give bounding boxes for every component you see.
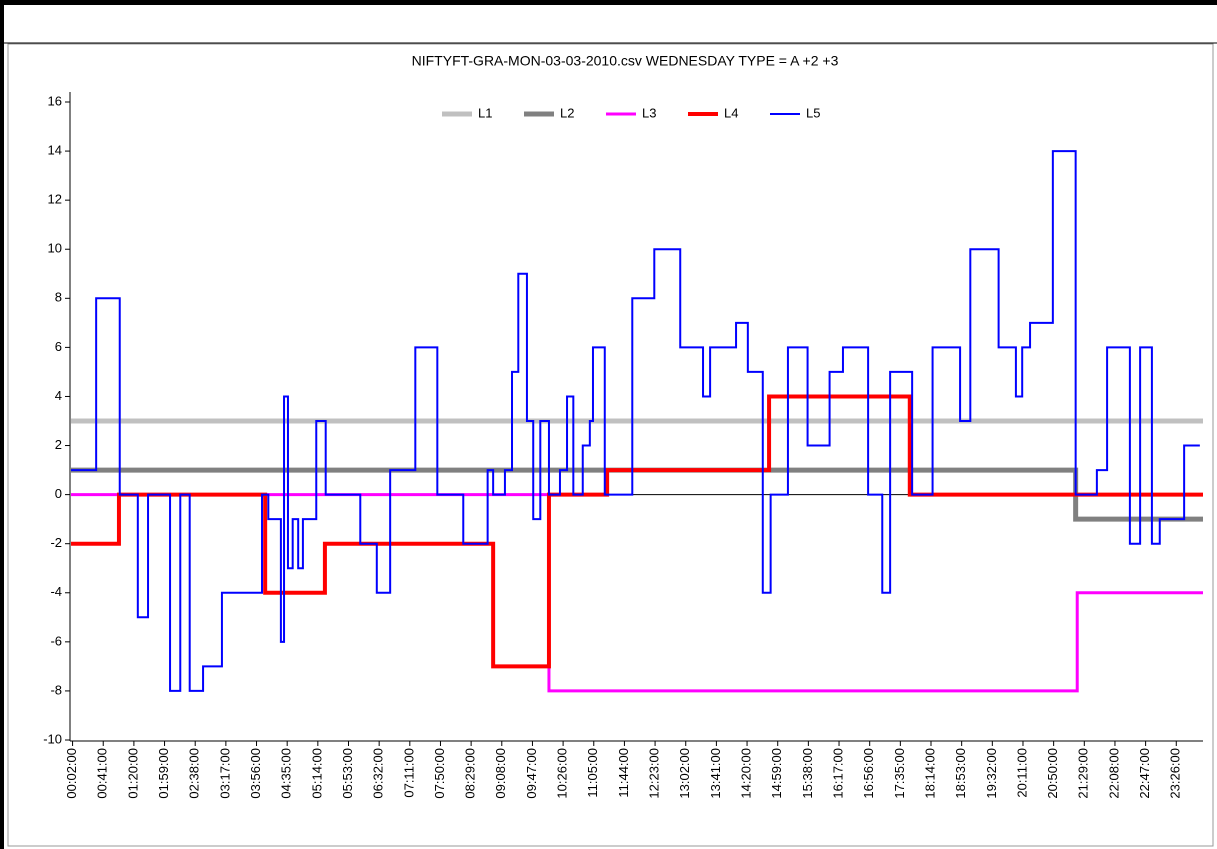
y-tick-label: 4 — [55, 388, 62, 403]
legend-label: L4 — [724, 105, 738, 120]
y-tick-label: 10 — [48, 241, 62, 256]
x-tick-label: 08:29:00 — [463, 748, 478, 799]
x-tick-label: 13:02:00 — [677, 748, 692, 799]
x-tick-label: 22:47:00 — [1137, 748, 1152, 799]
x-tick-label: 16:56:00 — [861, 748, 876, 799]
x-tick-label: 07:50:00 — [432, 748, 447, 799]
legend-label: L5 — [806, 105, 820, 120]
y-tick-label: 0 — [55, 486, 62, 501]
x-tick-label: 20:50:00 — [1045, 748, 1060, 799]
series-line — [71, 493, 1203, 693]
x-tick-label: 22:08:00 — [1106, 748, 1121, 799]
x-tick-label: 05:53:00 — [340, 748, 355, 799]
x-tick-label: 18:14:00 — [922, 748, 937, 799]
x-tick-label: 12:23:00 — [647, 748, 662, 799]
y-tick-label: 14 — [48, 143, 62, 158]
legend-label: L3 — [642, 105, 656, 120]
legend-label: L2 — [560, 105, 574, 120]
left-bar — [0, 0, 4, 849]
x-tick-label: 06:32:00 — [371, 748, 386, 799]
x-tick-label: 15:38:00 — [800, 748, 815, 799]
series-line — [71, 394, 1203, 669]
chart-frame — [7, 43, 1214, 847]
x-tick-label: 03:17:00 — [217, 748, 232, 799]
x-tick-label: 20:11:00 — [1014, 748, 1029, 798]
x-tick-label: 05:14:00 — [309, 748, 324, 799]
chart-title: NIFTYFT-GRA-MON-03-03-2010.csv WEDNESDAY… — [412, 53, 839, 69]
x-tick-label: 11:05:00 — [585, 748, 600, 798]
series-line — [71, 150, 1200, 692]
x-tick-label: 07:11:00 — [401, 748, 416, 798]
top-bar — [0, 0, 1217, 5]
x-tick-label: 00:02:00 — [64, 748, 79, 799]
x-tick-label: 14:59:00 — [769, 748, 784, 799]
x-tick-label: 13:41:00 — [708, 748, 723, 799]
x-tick-label: 00:41:00 — [95, 748, 110, 799]
x-tick-label: 09:08:00 — [493, 748, 508, 799]
y-tick-label: 16 — [48, 93, 62, 108]
x-tick-label: 16:17:00 — [830, 748, 845, 799]
y-tick-label: -6 — [50, 633, 62, 648]
x-tick-label: 17:35:00 — [892, 748, 907, 799]
y-tick-label: -2 — [50, 535, 62, 550]
y-tick-label: -4 — [50, 584, 62, 599]
x-tick-label: 21:29:00 — [1076, 748, 1091, 799]
y-tick-label: -10 — [43, 731, 62, 746]
x-tick-label: 10:26:00 — [555, 748, 570, 799]
x-tick-label: 14:20:00 — [738, 748, 753, 799]
legend-label: L1 — [478, 105, 492, 120]
x-tick-label: 18:53:00 — [953, 748, 968, 799]
x-tick-label: 04:35:00 — [279, 748, 294, 799]
y-tick-label: 2 — [55, 437, 62, 452]
y-tick-label: 6 — [55, 339, 62, 354]
x-tick-label: 09:47:00 — [524, 748, 539, 799]
y-tick-label: 12 — [48, 192, 62, 207]
y-tick-label: 8 — [55, 290, 62, 305]
x-tick-label: 11:44:00 — [616, 748, 631, 798]
x-tick-label: 23:26:00 — [1168, 748, 1183, 799]
x-tick-label: 01:20:00 — [125, 748, 140, 799]
x-tick-label: 01:59:00 — [156, 748, 171, 799]
x-tick-label: 02:38:00 — [187, 748, 202, 799]
x-tick-label: 03:56:00 — [248, 748, 263, 799]
y-tick-label: -8 — [50, 682, 62, 697]
x-tick-label: 19:32:00 — [984, 748, 999, 799]
